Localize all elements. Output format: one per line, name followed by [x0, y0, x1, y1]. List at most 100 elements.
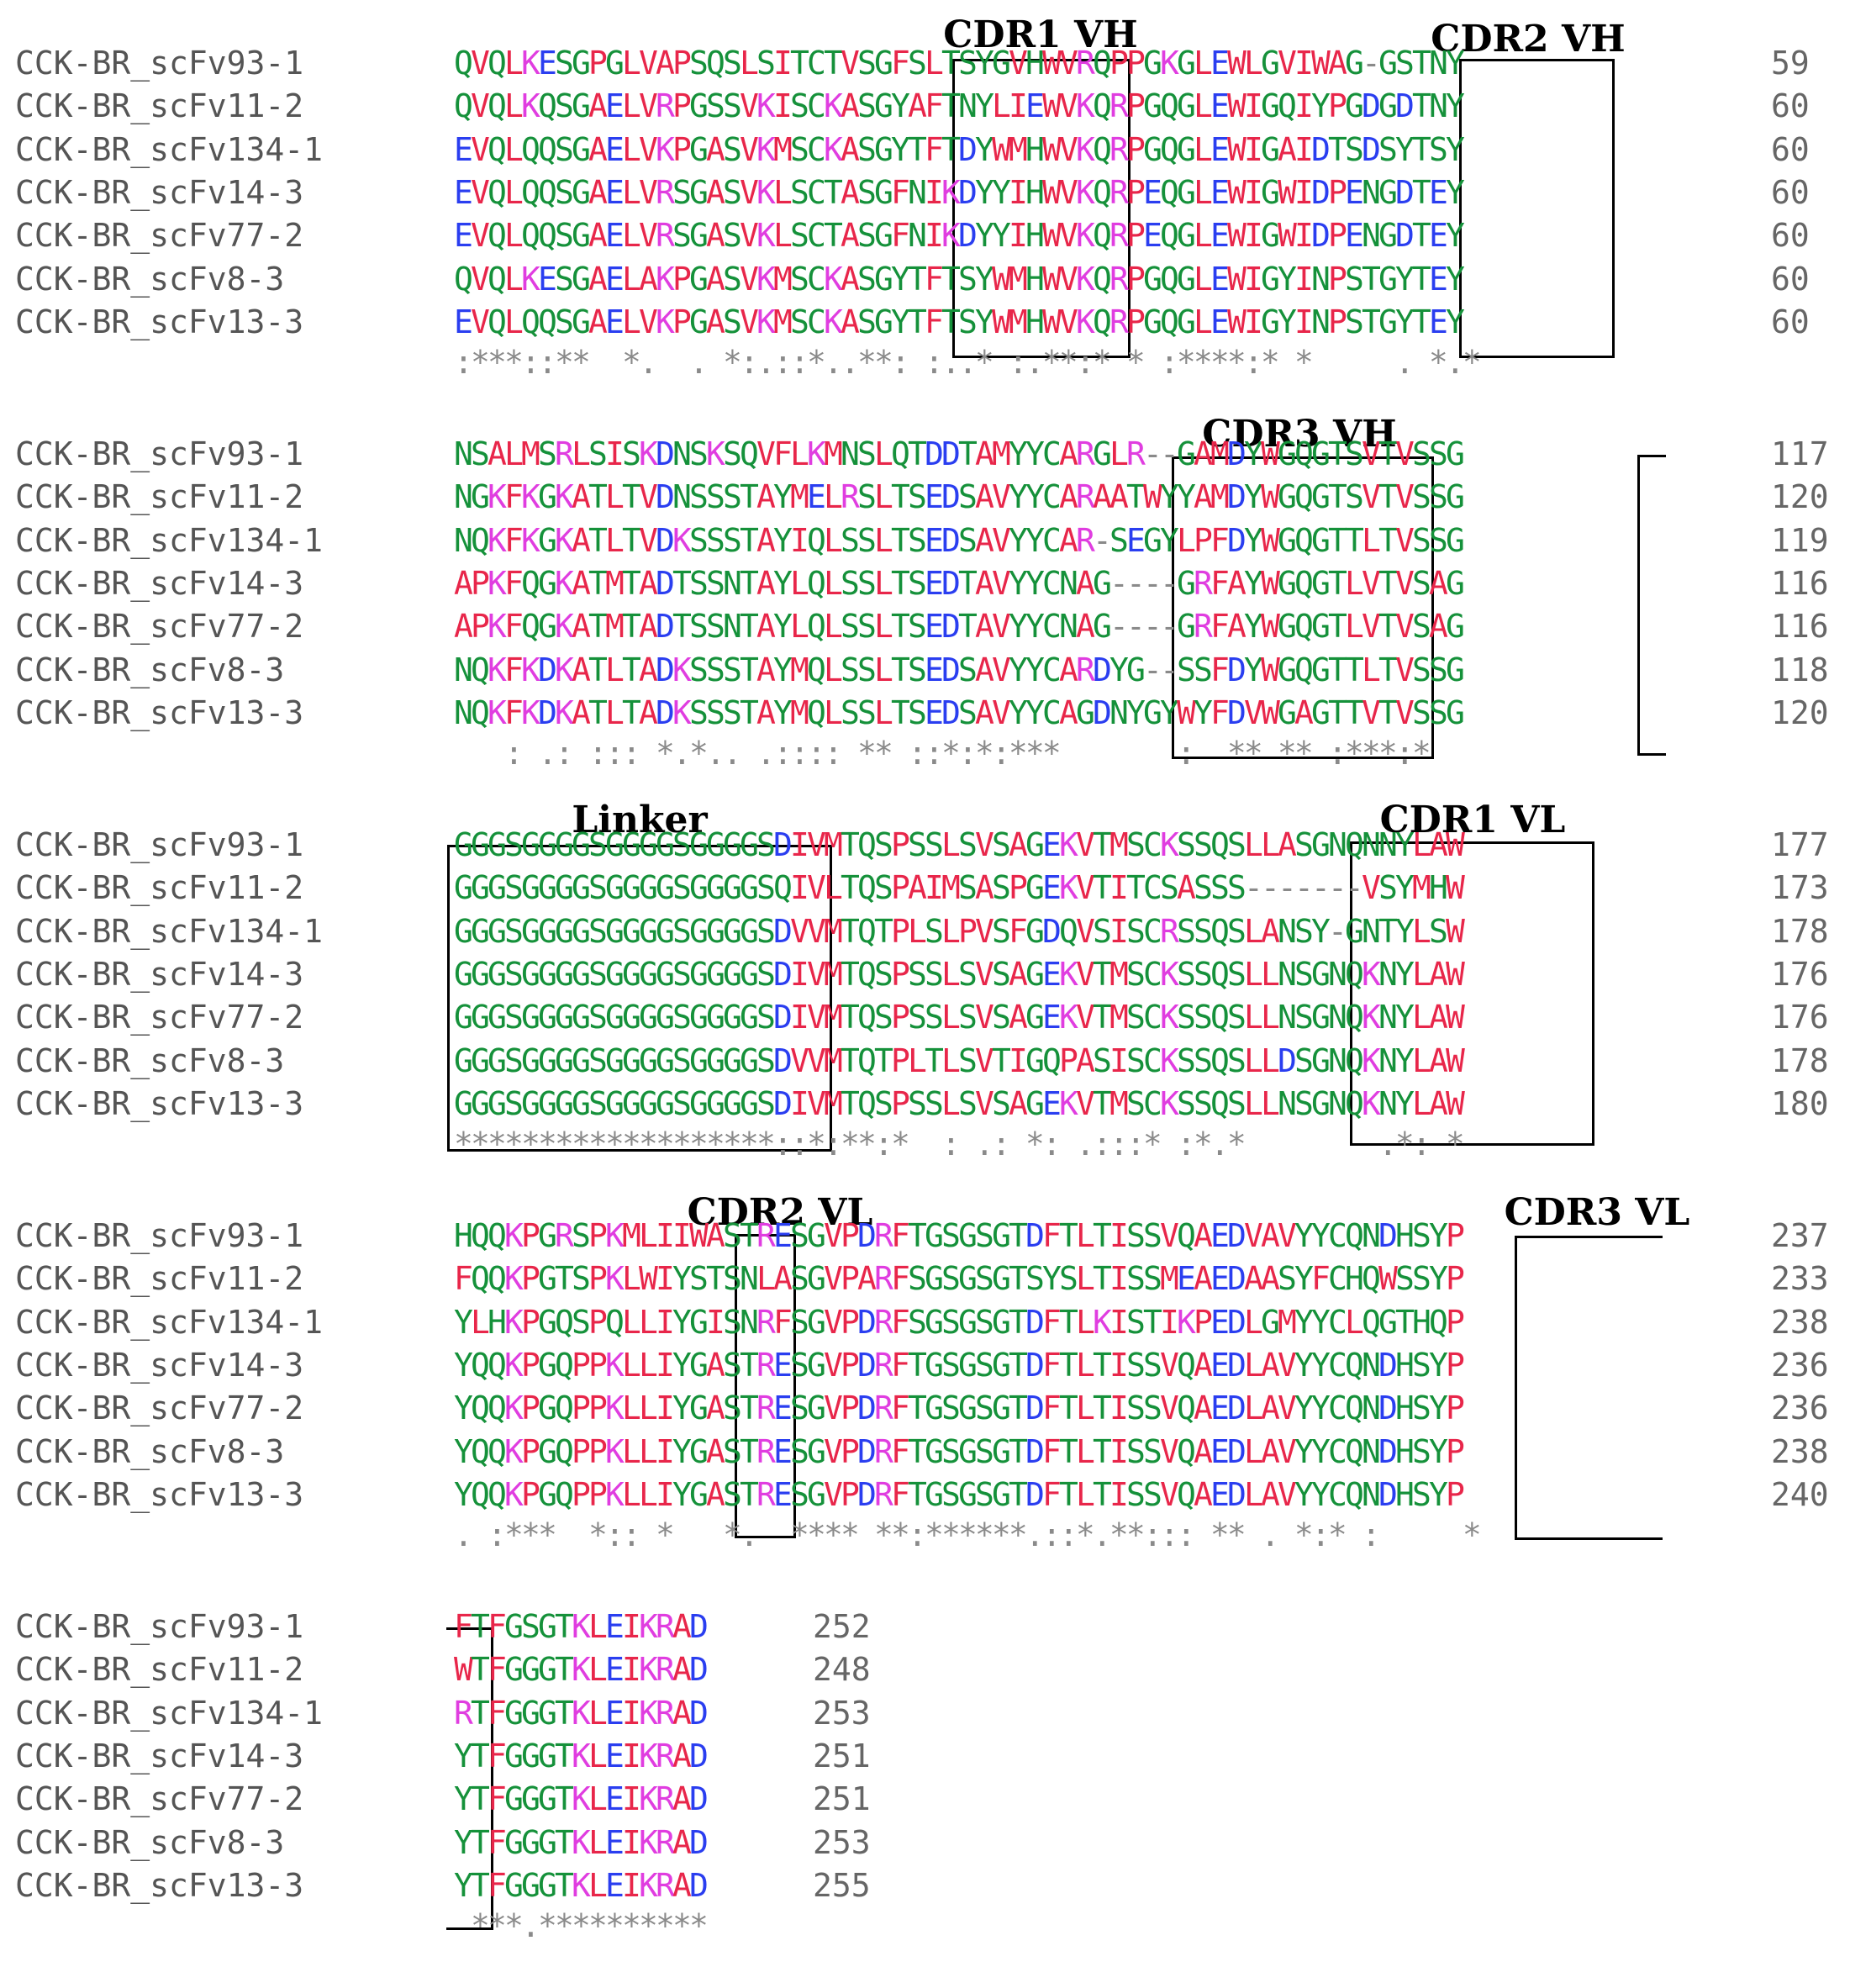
- sequence-name: CCK-BR_scFv77-2: [15, 999, 304, 1036]
- residue-count: 237: [1771, 1217, 1829, 1254]
- box-cdr1-vl: [1350, 841, 1594, 1146]
- sequence-row: EVQLQQSGAELVKPGASVKMSCKASGYTFTDYWMHWVKQR…: [454, 130, 1465, 168]
- residue-count: 176: [1771, 999, 1829, 1036]
- sequence-row: EVQLQQSGAELVRSGASVKLSCTASGFNIKDYYIHWVKQR…: [454, 217, 1465, 255]
- sequence-row: GGGSGGGGSGGGGSGGGGSDIVMTQSPSSLSVSAGEKVTM…: [454, 955, 1465, 993]
- sequence-row: YTFGGGTKLEIKRAD: [454, 1823, 709, 1861]
- sequence-name: CCK-BR_scFv8-3: [15, 1041, 285, 1079]
- bracket-cdr3-vl: [1515, 1236, 1663, 1540]
- sequence-row: NQKFKGKATLTVDKSSSTAYIQLSSLTSEDSAVYYCAR-S…: [454, 521, 1465, 559]
- sequence-row: EVQLQQSGAELVRSGASVKLSCTASGFNIKDYYIHWVKQR…: [454, 173, 1465, 211]
- box-cdr2-vl: [735, 1234, 796, 1538]
- residue-count: 60: [1771, 303, 1810, 340]
- residue-count: 116: [1771, 564, 1829, 602]
- residue-count: 173: [1771, 869, 1829, 907]
- residue-count: 233: [1771, 1260, 1829, 1298]
- sequence-row: QVQLKESGAELAKPGASVKMSCKASGYTFTSYWMHWVKQR…: [454, 260, 1465, 298]
- residue-count: 252: [813, 1608, 871, 1645]
- residue-count: 180: [1771, 1084, 1829, 1122]
- residue-count: 117: [1771, 435, 1829, 472]
- label-linker: Linker: [572, 799, 708, 841]
- residue-count: 119: [1771, 521, 1829, 559]
- bracket-cdr3-vh-right: [1637, 455, 1666, 756]
- sequence-name: CCK-BR_scFv13-3: [15, 693, 304, 731]
- sequence-name: CCK-BR_scFv8-3: [15, 1432, 285, 1470]
- sequence-name: CCK-BR_scFv77-2: [15, 608, 304, 646]
- sequence-row: GGGSGGGGSGGGGSGGGGSDIVMTQSPSSLSVSAGEKVTM…: [454, 1084, 1465, 1122]
- sequence-row: NSALMSRLSISKDNSKSQVFLKMNSLQTDDTAMYYCARGL…: [454, 435, 1465, 472]
- sequence-name: CCK-BR_scFv14-3: [15, 564, 304, 602]
- box-cdr3-vh: [1172, 456, 1434, 759]
- sequence-name: CCK-BR_scFv93-1: [15, 45, 304, 82]
- residue-count: 236: [1771, 1346, 1829, 1384]
- sequence-row: RTFGGGTKLEIKRAD: [454, 1694, 709, 1732]
- sequence-row: HQQKPGRSPKMLIIWASTRESGVPDRFTGSGSGTDFTLTI…: [454, 1217, 1465, 1254]
- sequence-name: CCK-BR_scFv134-1: [15, 130, 324, 168]
- sequence-row: YTFGGGTKLEIKRAD: [454, 1780, 709, 1818]
- sequence-row: APKFQGKATMTADTSSNTAYLQLSSLTSEDTAVYYCNAG-…: [454, 564, 1465, 602]
- label-cdr1-vl: CDR1 VL: [1379, 799, 1566, 841]
- box-cdr1-vh: [952, 59, 1131, 358]
- residue-count: 240: [1771, 1475, 1829, 1513]
- residue-count: 251: [813, 1737, 871, 1774]
- sequence-row: NGKFKGKATLTVDNSSSTAYMELRSLTSEDSAVYYCARAA…: [454, 478, 1465, 516]
- label-cdr1-vh: CDR1 VH: [943, 13, 1138, 56]
- residue-count: 177: [1771, 826, 1829, 863]
- sequence-name: CCK-BR_scFv14-3: [15, 1737, 304, 1774]
- sequence-name: CCK-BR_scFv77-2: [15, 1389, 304, 1427]
- sequence-row: GGGSGGGGSGGGGSGGGGSDVVMTQTPLTLSVTIGQPASI…: [454, 1041, 1465, 1079]
- sequence-name: CCK-BR_scFv13-3: [15, 1475, 304, 1513]
- label-cdr3-vh: CDR3 VH: [1202, 413, 1397, 456]
- sequence-name: CCK-BR_scFv14-3: [15, 1346, 304, 1384]
- sequence-name: CCK-BR_scFv14-3: [15, 955, 304, 993]
- residue-count: 59: [1771, 45, 1810, 82]
- sequence-row: GGGSGGGGSGGGGSGGGGSDIVMTQSPSSLSVSAGEKVTM…: [454, 826, 1465, 863]
- residue-count: 255: [813, 1866, 871, 1904]
- sequence-name: CCK-BR_scFv93-1: [15, 1217, 304, 1254]
- sequence-name: CCK-BR_scFv77-2: [15, 1780, 304, 1818]
- sequence-row: YLHKPGQSPQLLIYGISNRFSGVPDRFSGSGSGTDFTLKI…: [454, 1303, 1465, 1341]
- sequence-row: FQQKPGTSPKLWIYSTSNLASGVPARFSGSGSGTSYSLTI…: [454, 1260, 1465, 1298]
- sequence-name: CCK-BR_scFv8-3: [15, 1823, 285, 1861]
- residue-count: 60: [1771, 87, 1810, 125]
- consensus-line: : .: ::: *.*.. .:::: ** ::*:*:*** : ** *…: [454, 735, 1431, 772]
- sequence-name: CCK-BR_scFv134-1: [15, 1303, 324, 1341]
- bracket-cdr3-vl-end: [446, 1627, 493, 1930]
- sequence-row: YTFGGGTKLEIKRAD: [454, 1866, 709, 1904]
- sequence-name: CCK-BR_scFv93-1: [15, 1608, 304, 1645]
- sequence-row: WTFGGGTKLEIKRAD: [454, 1651, 709, 1689]
- consensus-line: :***::** *. . *:.::*..**: :..* :.**:* * …: [454, 344, 1482, 381]
- sequence-row: YQQKPGQPPKLLIYGASTRESGVPDRFTGSGSGTDFTLTI…: [454, 1475, 1465, 1513]
- sequence-row: YQQKPGQPPKLLIYGASTRESGVPDRFTGSGSGTDFTLTI…: [454, 1346, 1465, 1384]
- residue-count: 253: [813, 1823, 871, 1861]
- consensus-line: . :*** *:: * *. **** **:******.::*.**:::…: [454, 1516, 1482, 1553]
- sequence-name: CCK-BR_scFv11-2: [15, 869, 304, 907]
- sequence-row: YQQKPGQPPKLLIYGASTRESGVPDRFTGSGSGTDFTLTI…: [454, 1432, 1465, 1470]
- residue-count: 60: [1771, 173, 1810, 211]
- sequence-name: CCK-BR_scFv13-3: [15, 303, 304, 340]
- sequence-row: GGGSGGGGSGGGGSGGGGSDIVMTQSPSSLSVSAGEKVTM…: [454, 999, 1465, 1036]
- sequence-name: CCK-BR_scFv93-1: [15, 826, 304, 863]
- sequence-name: CCK-BR_scFv77-2: [15, 217, 304, 255]
- label-cdr3-vl: CDR3 VL: [1504, 1191, 1690, 1234]
- sequence-row: EVQLQQSGAELVKPGASVKMSCKASGYTFTSYWMHWVKQR…: [454, 303, 1465, 340]
- sequence-name: CCK-BR_scFv11-2: [15, 87, 304, 125]
- sequence-name: CCK-BR_scFv11-2: [15, 1651, 304, 1689]
- residue-count: 60: [1771, 130, 1810, 168]
- sequence-row: YTFGGGTKLEIKRAD: [454, 1737, 709, 1774]
- residue-count: 118: [1771, 651, 1829, 688]
- residue-count: 176: [1771, 955, 1829, 993]
- consensus-line: *******************::*:**:* : .: *: .:::…: [454, 1126, 1465, 1163]
- label-cdr2-vh: CDR2 VH: [1431, 18, 1626, 61]
- sequence-name: CCK-BR_scFv134-1: [15, 912, 324, 950]
- box-cdr2-vh: [1459, 59, 1615, 358]
- sequence-name: CCK-BR_scFv11-2: [15, 478, 304, 516]
- sequence-name: CCK-BR_scFv13-3: [15, 1084, 304, 1122]
- sequence-row: GGGSGGGGSGGGGSGGGGSDVVMTQTPLSLPVSFGDQVSI…: [454, 912, 1465, 950]
- residue-count: 60: [1771, 217, 1810, 255]
- sequence-row: FTFGSGTKLEIKRAD: [454, 1608, 709, 1645]
- sequence-row: QVQLKQSGAELVRPGSSVKISCKASGYAFTNYLIEWVKQR…: [454, 87, 1465, 125]
- sequence-name: CCK-BR_scFv8-3: [15, 651, 285, 688]
- sequence-name: CCK-BR_scFv134-1: [15, 521, 324, 559]
